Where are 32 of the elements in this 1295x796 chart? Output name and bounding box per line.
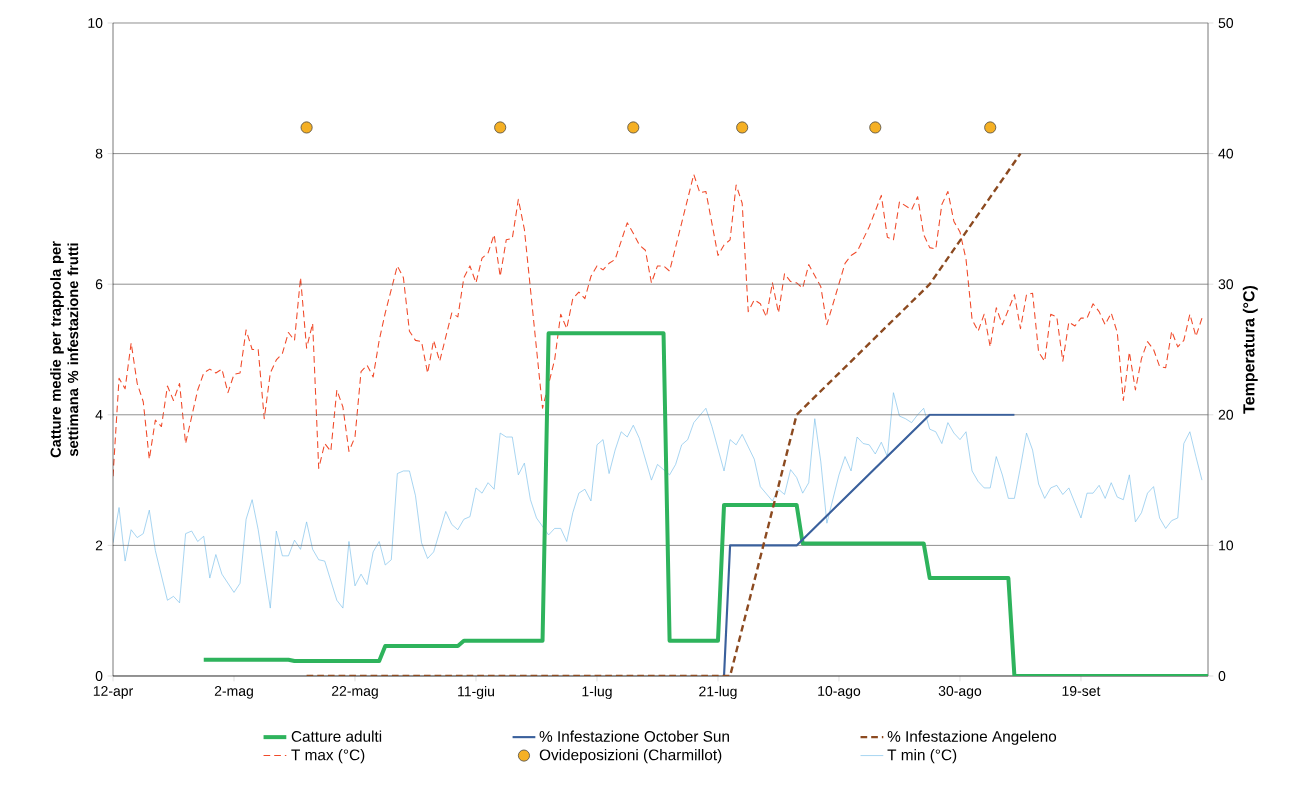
x-tick-label: 1-lug [582,686,612,700]
y-tick-label: 0 [95,671,103,681]
x-tick-label: 22-mag [331,686,378,699]
y2-tick-label: 0 [1218,671,1226,681]
y-axis-title: Catture medie per trappola per settimana % infestazione frutti [50,241,79,458]
legend-label: Catture adulti [291,730,382,742]
y-tick-label: 10 [88,18,103,28]
legend-label: Ovideposizioni (Charmillot) [539,749,722,764]
x-tick-label: 12-apr [93,686,133,699]
y2-tick-label: 40 [1218,148,1234,159]
y2-tick-label: 30 [1218,279,1234,290]
x-tick-label: 19-set [1062,686,1101,696]
x-tick-label: 10-ago [818,686,861,699]
legend-label: T min (°C) [887,749,957,764]
y2-axis-title: Temperatura (°C) [1242,285,1258,414]
y2-tick-label: 10 [1219,540,1234,551]
y2-tick-label: 20 [1218,409,1234,420]
y2-tick-label: 50 [1218,18,1234,28]
legend-label: % Infestazione Angeleno [887,730,1057,745]
y-tick-label: 4 [95,409,103,420]
x-tick-label: 2-mag [214,686,253,699]
legend-label: % Infestazione October Sun [539,730,729,742]
line-series [201,331,1209,676]
line-series [113,392,1203,609]
legend-label: T max (°C) [291,749,365,764]
y-tick-label: 2 [95,540,103,551]
line-series [305,152,1022,676]
x-tick-label: 21-lug [699,686,737,700]
x-tick-label: 30-ago [938,686,982,699]
x-tick-label: 11-giu [458,686,494,700]
y-tick-label: 8 [95,148,103,159]
y-tick-label: 6 [95,279,103,290]
